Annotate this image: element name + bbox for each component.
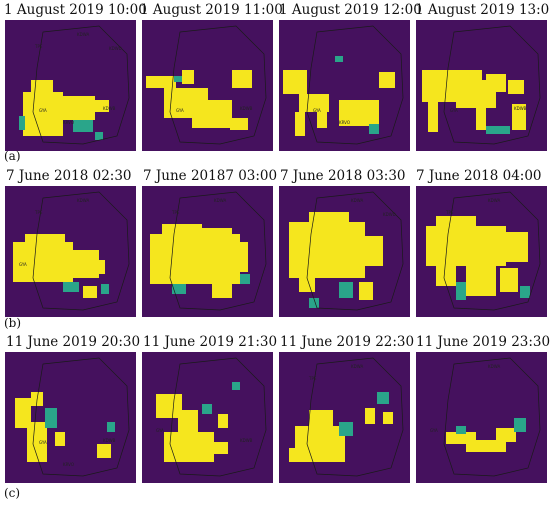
radar-panel: TPE KDWA	[142, 186, 273, 317]
radar-panel: TPE KDWA KDWD GYA KDWB KRVO	[5, 20, 136, 151]
panel-title: 11 June 2019 20:30	[6, 334, 141, 350]
svg-text:GYA: GYA	[39, 108, 47, 113]
radar-panel: TPE KDWA	[416, 186, 547, 317]
radar-panel: GYA KDWB	[142, 20, 273, 151]
panel-title: 11 June 2019 22:30	[280, 334, 415, 350]
svg-text:TPE: TPE	[445, 210, 454, 215]
radar-panel: GYA KDWA	[416, 352, 547, 483]
panel-title: 7 June 2018 04:00	[416, 168, 542, 184]
svg-text:GYA: GYA	[176, 108, 184, 113]
svg-text:KDWD: KDWD	[109, 46, 122, 51]
panel-title: 1 August 2019 12:00	[279, 2, 422, 18]
row-label: (a)	[4, 149, 21, 163]
svg-text:TPE: TPE	[34, 44, 43, 49]
svg-text:KDWA: KDWA	[351, 198, 363, 203]
svg-text:GYA: GYA	[450, 108, 458, 113]
svg-text:GYA: GYA	[156, 428, 164, 433]
svg-text:KDWB: KDWB	[103, 106, 116, 111]
svg-text:KDWD: KDWD	[383, 212, 396, 217]
svg-text:KDWA: KDWA	[77, 32, 89, 37]
svg-text:KRVO: KRVO	[63, 462, 74, 467]
svg-text:KDWB: KDWB	[240, 438, 253, 443]
radar-panel: GYA KRVO	[279, 20, 410, 151]
radar-panel: TPE KDWA	[279, 352, 410, 483]
panel-title: 1 August 2019 11:00	[140, 2, 283, 18]
panel-title: 7 June 2018 02:30	[6, 168, 132, 184]
panel-title: 1 August 2019 13:00	[415, 2, 550, 18]
svg-text:TPE: TPE	[308, 376, 317, 381]
row-label: (c)	[4, 486, 21, 500]
svg-text:TPE: TPE	[171, 210, 180, 215]
svg-text:KDWB: KDWB	[103, 438, 116, 443]
row-label: (b)	[4, 316, 22, 330]
svg-text:GYA: GYA	[19, 262, 27, 267]
radar-panel: GYA KDWB KRVO	[5, 352, 136, 483]
svg-text:KDWB: KDWB	[240, 106, 253, 111]
panel-title: 7 June 2018 03:30	[280, 168, 406, 184]
panel-title: 11 June 2019 23:30	[416, 334, 550, 350]
svg-text:TPE: TPE	[34, 210, 43, 215]
radar-panel: TPE KDWA GYA	[5, 186, 136, 317]
svg-text:GYA: GYA	[430, 428, 438, 433]
panel-title: 1 August 2019 10:00	[4, 2, 147, 18]
panel-title: 7 June 20187 03:00	[143, 168, 278, 184]
svg-text:KDWA: KDWA	[488, 364, 500, 369]
svg-text:KDWA: KDWA	[214, 198, 226, 203]
panel-title: 11 June 2019 21:30	[143, 334, 278, 350]
svg-text:KDWA: KDWA	[77, 198, 89, 203]
svg-text:KDWB: KDWB	[514, 106, 527, 111]
svg-text:KRVO: KRVO	[339, 120, 350, 125]
svg-text:KDWA: KDWA	[488, 198, 500, 203]
svg-text:GYA: GYA	[313, 108, 321, 113]
svg-text:KDWA: KDWA	[351, 364, 363, 369]
svg-text:GYA: GYA	[39, 440, 47, 445]
radar-panel: GYA KDWB	[142, 352, 273, 483]
svg-text:KRVO: KRVO	[63, 120, 74, 125]
radar-panel: GYA KDWB	[416, 20, 547, 151]
radar-panel: KDWA KDWD	[279, 186, 410, 317]
